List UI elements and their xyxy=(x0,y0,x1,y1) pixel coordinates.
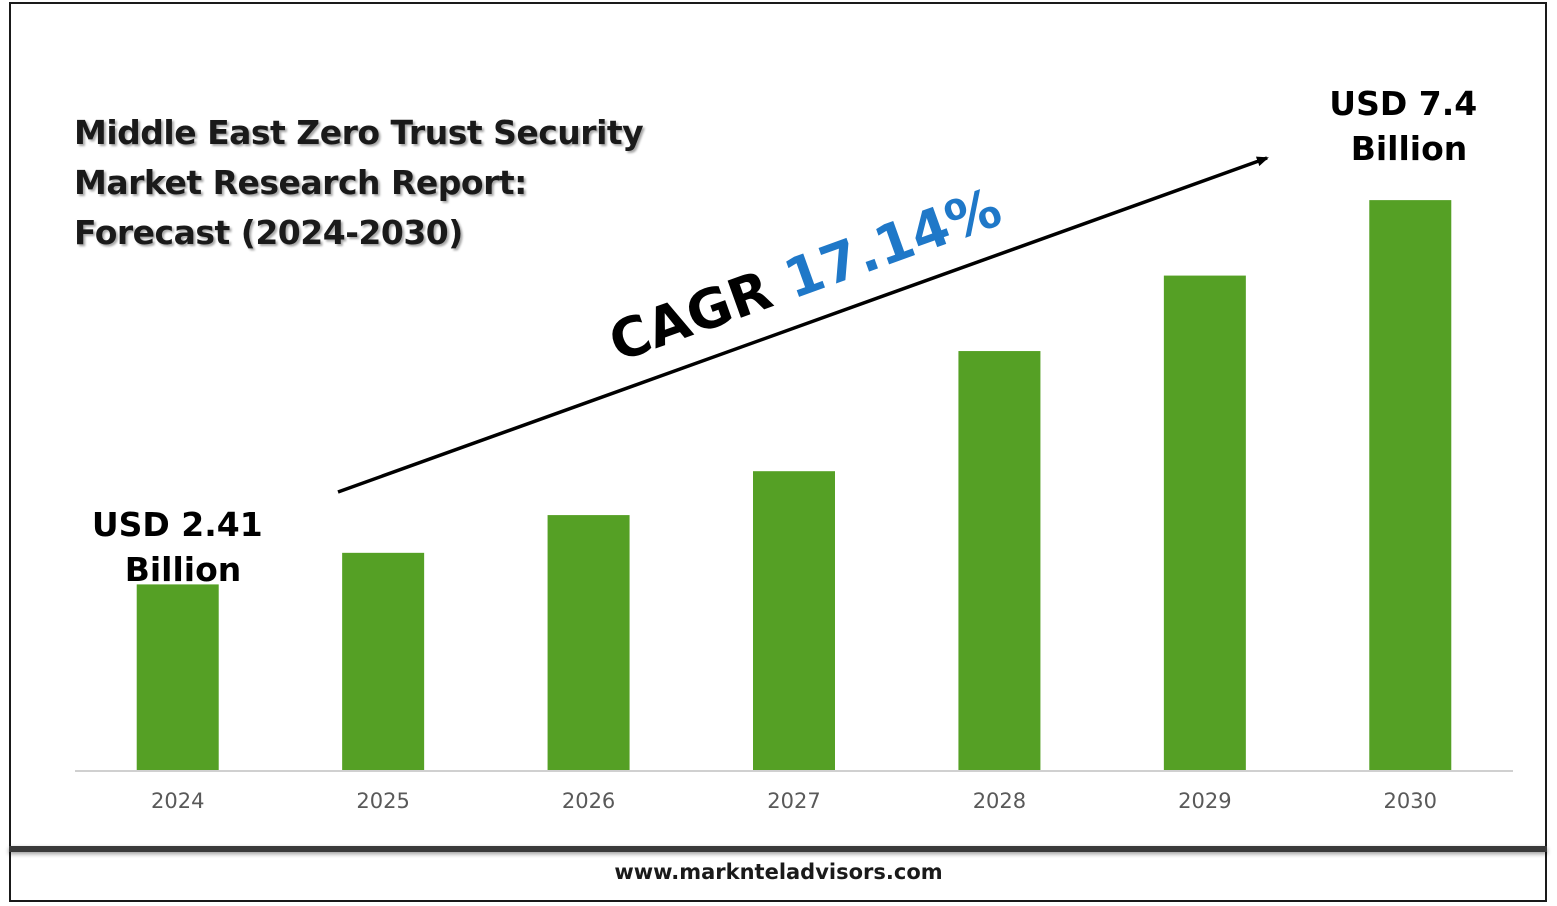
x-tick-label-2025: 2025 xyxy=(356,789,409,813)
x-tick-label-2027: 2027 xyxy=(767,789,820,813)
bar-2030 xyxy=(1369,200,1452,771)
bar-2029 xyxy=(1163,275,1246,770)
x-axis-ticks: 2024 2025 2026 2027 2028 2029 2030 xyxy=(151,789,1437,813)
bar-2027 xyxy=(753,471,835,770)
x-tick-label-2028: 2028 xyxy=(973,789,1026,813)
growth-arrow xyxy=(337,156,1269,494)
x-tick-label-2026: 2026 xyxy=(562,789,615,813)
chart-title-line-1: Middle East Zero Trust Security xyxy=(74,113,644,152)
bars-group xyxy=(136,200,1452,771)
end-value-line-2: Billion xyxy=(1351,129,1468,168)
cagr-label: CAGR 17.14% xyxy=(601,176,1009,375)
bar-2024 xyxy=(136,584,219,770)
bar-2026 xyxy=(547,515,630,770)
end-value-label: USD 7.4 Billion xyxy=(1329,84,1488,168)
start-value-line-2: Billion xyxy=(125,550,242,589)
website-url[interactable]: www.marknteladvisors.com xyxy=(614,860,943,884)
chart-title-line-3: Forecast (2024-2030) xyxy=(74,213,463,252)
x-tick-label-2030: 2030 xyxy=(1384,789,1437,813)
chart-title-line-2: Market Research Report: xyxy=(74,163,527,202)
bar-2028 xyxy=(958,351,1041,770)
bar-2025 xyxy=(342,552,425,770)
x-tick-label-2029: 2029 xyxy=(1178,789,1231,813)
start-value-line-1: USD 2.41 xyxy=(92,505,263,544)
chart-title: Middle East Zero Trust Security Market R… xyxy=(74,108,644,258)
start-value-label: USD 2.41 Billion xyxy=(92,505,274,589)
footer-divider xyxy=(9,846,1547,852)
x-tick-label-2024: 2024 xyxy=(151,789,204,813)
end-value-line-1: USD 7.4 xyxy=(1329,84,1477,123)
cagr-prefix: CAGR xyxy=(601,252,797,374)
